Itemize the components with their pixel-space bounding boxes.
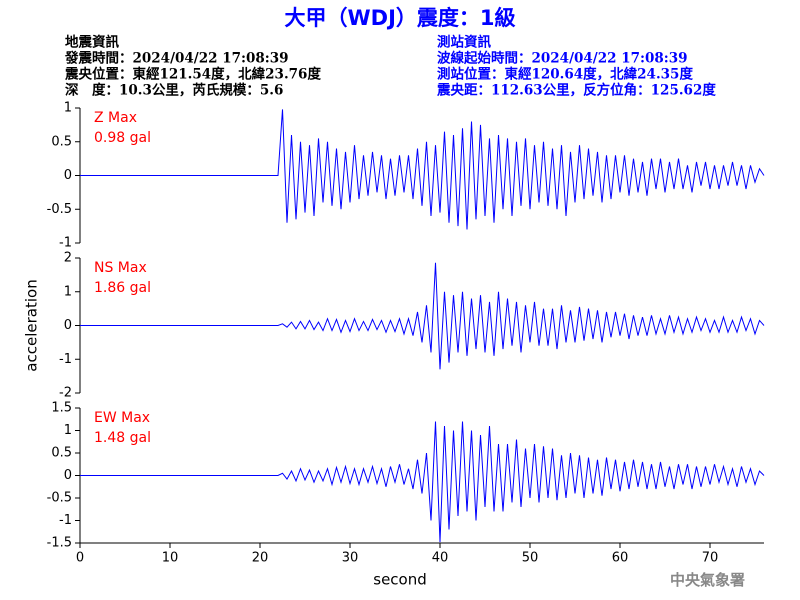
max-value: 1.86 gal — [94, 280, 151, 296]
y-tick-label: 1 — [64, 101, 72, 116]
x-tick-label: 50 — [522, 551, 539, 566]
x-axis-label: second — [373, 571, 427, 589]
y-tick-label: -1.5 — [47, 536, 72, 551]
x-tick-label: 40 — [432, 551, 449, 566]
info-right: 震央距：112.63公里，反方位角：125.62度 — [436, 82, 716, 99]
info-left: 發震時間：2024/04/22 17:08:39 — [64, 50, 289, 67]
max-value: 1.48 gal — [94, 430, 151, 446]
y-tick-label: 0.5 — [51, 446, 72, 461]
y-tick-label: 2 — [64, 251, 72, 266]
y-tick-label: 1.5 — [51, 401, 72, 416]
info-right: 波線起始時間：2024/04/22 17:08:39 — [437, 50, 688, 67]
x-tick-label: 60 — [612, 551, 629, 566]
y-tick-label: -1 — [59, 352, 72, 367]
y-tick-label: 1 — [64, 423, 72, 438]
y-axis-label: acceleration — [23, 279, 41, 371]
waveform — [80, 262, 765, 370]
y-tick-label: -0.5 — [47, 202, 72, 217]
x-tick-label: 20 — [252, 551, 269, 566]
y-tick-label: 0 — [64, 468, 72, 483]
footer: 中央氣象署 — [670, 571, 745, 589]
y-tick-label: 0 — [64, 318, 72, 333]
waveform — [80, 421, 765, 543]
info-left: 地震資訊 — [65, 34, 119, 51]
y-tick-label: -0.5 — [47, 491, 72, 506]
x-tick-label: 0 — [76, 551, 84, 566]
y-tick-label: 0 — [64, 168, 72, 183]
x-tick-label: 10 — [162, 551, 179, 566]
max-value: 0.98 gal — [94, 130, 151, 146]
chart-title: 大甲（WDJ）震度：1級 — [284, 6, 515, 30]
x-tick-label: 70 — [702, 551, 719, 566]
info-right: 測站資訊 — [437, 34, 491, 51]
info-right: 測站位置：東經120.64度，北緯24.35度 — [437, 66, 693, 83]
x-tick-label: 30 — [342, 551, 359, 566]
info-left: 震央位置：東經121.54度，北緯23.76度 — [64, 66, 321, 83]
y-tick-label: -2 — [59, 386, 72, 401]
max-label: EW Max — [94, 410, 150, 426]
waveform — [80, 109, 765, 230]
max-label: Z Max — [94, 110, 137, 126]
info-left: 深 度：10.3公里，芮氏規模：5.6 — [65, 82, 283, 99]
max-label: NS Max — [94, 260, 147, 276]
y-tick-label: 0.5 — [51, 134, 72, 149]
y-tick-label: -1 — [59, 513, 72, 528]
y-tick-label: 1 — [64, 284, 72, 299]
y-tick-label: -1 — [59, 236, 72, 251]
